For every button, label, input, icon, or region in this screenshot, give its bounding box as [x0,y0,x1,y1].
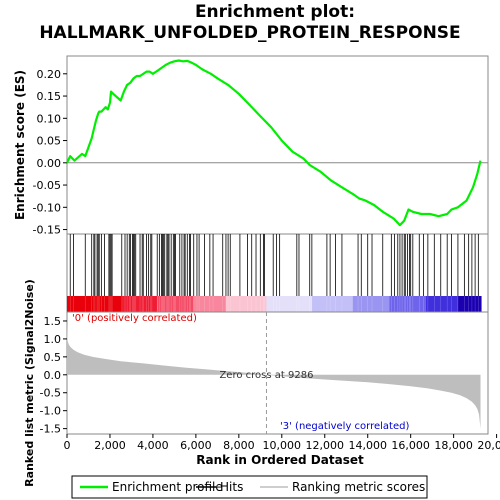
ranking-metric-area [67,321,481,429]
negative-correlation-label: '3' (negatively correlated) [280,421,409,432]
metric-ytick-label: 1.5 [44,315,62,328]
colorbar-segment [352,296,390,312]
es-ytick-label: -0.10 [33,201,61,214]
x-tick-label: 0 [64,439,71,452]
x-tick-label: 20,000 [477,439,500,452]
hits-panel [66,233,489,313]
es-ytick-label: 0.15 [37,90,62,103]
metric-ytick-label: 0.5 [44,351,62,364]
x-tick-label: 10,000 [263,439,302,452]
metric-ytick-label: 1.0 [44,333,62,346]
colorbar-segment [425,296,458,312]
colorbar-segment [122,296,158,312]
es-ytick-label: -0.15 [33,224,61,237]
es-panel: -0.15 -0.10 -0.05 0.00 0.05 0.10 0.15 0.20 Enri… [13,55,489,237]
x-tick-label: 12,000 [306,439,345,452]
chart-title-line1: Enrichment plot: [195,2,355,22]
legend-label: Ranking metric scores [292,480,425,494]
x-tick-label: 2,000 [94,439,126,452]
metric-ytick-label: -1.0 [40,405,61,418]
x-tick-label: 4,000 [137,439,169,452]
x-axis-label: Rank in Ordered Dataset [196,453,364,467]
metric-ytick-label: -1.5 [40,423,61,436]
es-ytick-label: 0.05 [37,135,62,148]
legend-frame [71,475,428,499]
colorbar-segment [389,296,426,312]
colorbar-segment [67,296,123,312]
enrichment-profile-line [66,59,482,227]
es-ytick-label: -0.05 [33,179,61,192]
x-tick-label: 8,000 [223,439,255,452]
x-tick-label: 18,000 [434,439,473,452]
legend-label: Hits [220,480,243,494]
zero-cross-label: Zero cross at 9286 [219,370,313,381]
x-tick-label: 6,000 [180,439,212,452]
colorbar-segment [457,296,482,312]
colorbar-segment [225,296,267,312]
x-tick-label: 14,000 [348,439,387,452]
metric-ytick-label: -0.5 [40,387,61,400]
metric-panel: Zero cross at 9286 '0' (positively corre… [23,279,489,487]
x-tick-label: 16,000 [391,439,430,452]
es-ylabel: Enrichment score (ES) [13,70,27,220]
es-panel-frame [66,55,489,235]
chart-title-line2: HALLMARK_UNFOLDED_PROTEIN_RESPONSE [39,23,460,43]
es-ytick-label: 0.10 [37,112,62,125]
colorbar-segment [193,296,226,312]
colorbar-segment [311,296,353,312]
positive-correlation-label: '0' (positively correlated) [72,313,197,324]
colorbar-segment [266,296,312,312]
es-ytick-label: 0.20 [37,68,62,81]
colorbar-segment [157,296,194,312]
metric-ytick-label: 0.0 [44,369,62,382]
metric-ylabel: Ranked list metric (Signal2Noise) [23,279,36,487]
legend-label: Enrichment profile [112,480,223,494]
es-ytick-label: 0.00 [37,157,62,170]
